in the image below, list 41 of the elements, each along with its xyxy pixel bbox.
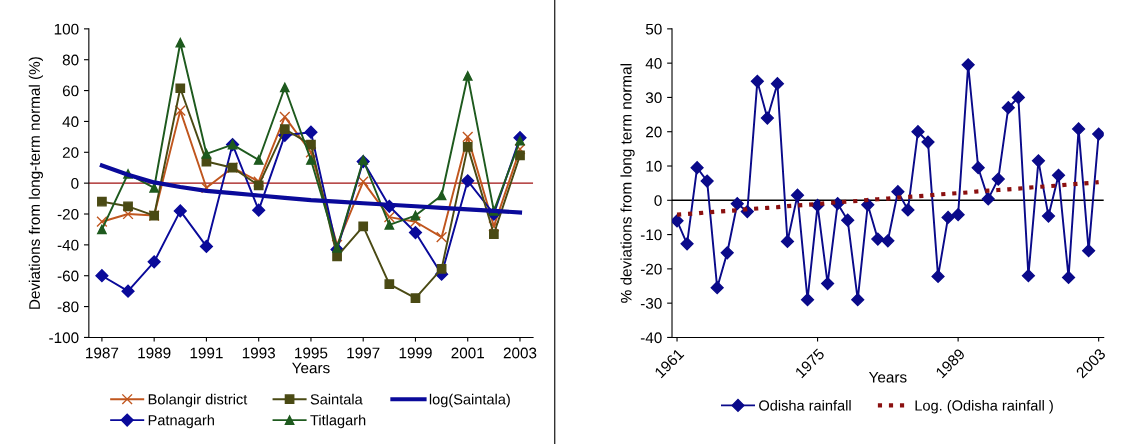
y-axis-title: % deviations from long term normal [620, 64, 635, 303]
y-tick-label: -60 [57, 270, 79, 282]
legend-label: Titlagarh [310, 414, 366, 429]
y-tick-label: -30 [640, 298, 662, 309]
y-tick-label: 100 [54, 23, 79, 35]
x-tick-label: 2003 [503, 347, 537, 359]
y-tick-label: -40 [57, 239, 79, 251]
y-tick-label: 80 [62, 54, 79, 66]
y-axis-title: Deviations from long-term normal (%) [28, 57, 43, 309]
y-tick-label: 0 [71, 178, 79, 189]
legend-label: Patnagarh [148, 414, 214, 429]
legend-label: Log. (Odisha rainfall ) [915, 399, 1053, 414]
x-axis-title: Years [868, 371, 907, 383]
y-tick-label: 10 [646, 160, 662, 172]
y-tick-label: -40 [640, 332, 662, 344]
x-tick-label: 1993 [242, 347, 276, 359]
y-tick-label: -20 [57, 208, 79, 220]
y-tick-label: 0 [654, 195, 662, 206]
y-tick-label: 40 [645, 58, 662, 69]
legend-label: Odisha rainfall [759, 399, 851, 411]
x-tick-label: 1999 [399, 347, 432, 359]
y-tick-label: -20 [640, 263, 662, 275]
x-tick-label: 1995 [295, 347, 328, 359]
y-tick-label: 50 [645, 23, 662, 35]
y-tick-label: -10 [640, 229, 662, 241]
y-tick-label: -100 [49, 332, 79, 344]
y-tick-label: 40 [62, 116, 79, 128]
legend-label: Bolangir district [148, 393, 248, 408]
x-axis-title: Years [292, 362, 330, 374]
y-tick-label: 20 [62, 147, 79, 158]
x-tick-label: 1997 [347, 347, 380, 359]
x-tick-label: 1987 [86, 347, 119, 359]
y-tick-label: 60 [62, 85, 79, 97]
y-tick-label: 30 [645, 92, 662, 104]
y-tick-label: -80 [57, 301, 79, 313]
legend-label: Saintala [310, 393, 363, 405]
x-tick-label: 1989 [138, 347, 171, 359]
x-tick-label: 2001 [451, 347, 484, 359]
x-tick-label: 1991 [190, 347, 223, 359]
legend-label: log(Saintala) [429, 393, 510, 408]
y-tick-label: 20 [646, 126, 662, 138]
